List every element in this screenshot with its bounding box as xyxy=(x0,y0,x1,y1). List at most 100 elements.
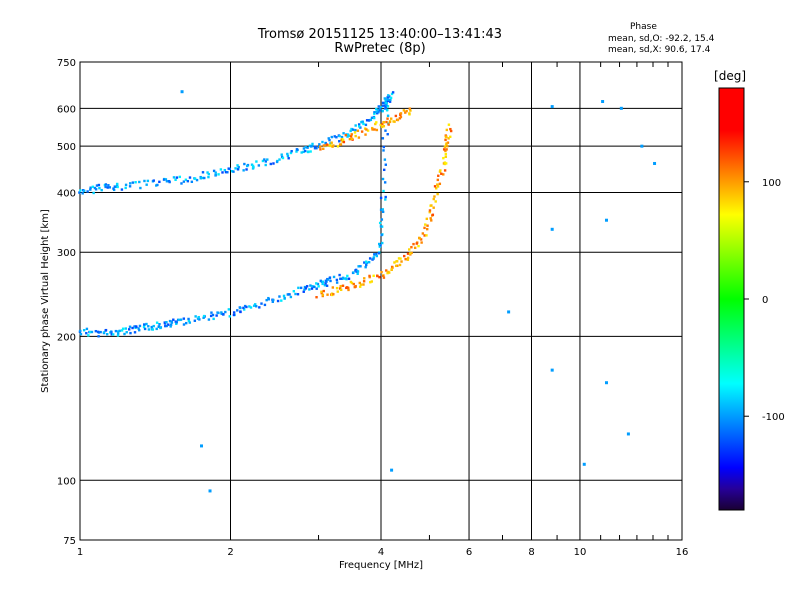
data-point xyxy=(186,179,190,183)
data-point xyxy=(236,164,239,167)
data-point xyxy=(212,317,215,321)
data-point xyxy=(112,187,115,190)
data-point xyxy=(388,100,392,103)
data-point xyxy=(165,180,169,183)
data-point xyxy=(325,284,329,287)
x-tick-label: 10 xyxy=(574,547,587,558)
data-point xyxy=(449,129,453,133)
data-point xyxy=(442,156,445,160)
data-point xyxy=(341,138,345,142)
data-point xyxy=(296,293,300,296)
data-point xyxy=(383,97,386,100)
data-point xyxy=(117,332,120,335)
data-point xyxy=(242,169,245,172)
data-point xyxy=(347,286,350,290)
data-point xyxy=(203,176,206,180)
data-point xyxy=(221,171,224,174)
data-point xyxy=(379,208,383,212)
data-point xyxy=(354,124,357,127)
data-point xyxy=(147,325,150,328)
data-point xyxy=(355,270,358,273)
data-point xyxy=(444,152,448,156)
data-point xyxy=(363,277,366,280)
data-point xyxy=(415,242,418,245)
data-point xyxy=(604,381,608,385)
data-point xyxy=(208,489,212,493)
data-point xyxy=(398,263,402,267)
data-point xyxy=(214,173,218,177)
data-point xyxy=(104,183,108,186)
data-point xyxy=(245,168,248,171)
data-point xyxy=(507,310,511,314)
data-point xyxy=(283,296,286,300)
data-point xyxy=(155,321,159,324)
phase-o-stats: mean, sd,O: -92.2, 15.4 xyxy=(608,34,715,44)
data-point xyxy=(187,319,191,323)
data-point xyxy=(381,110,384,113)
data-point xyxy=(410,251,413,255)
data-point xyxy=(340,135,344,139)
data-point xyxy=(79,333,83,336)
data-point xyxy=(339,288,343,292)
data-point xyxy=(385,101,388,105)
data-point xyxy=(269,162,272,166)
data-point xyxy=(202,316,205,320)
data-point xyxy=(81,192,84,195)
data-point xyxy=(145,322,148,326)
data-point xyxy=(118,329,121,333)
data-point xyxy=(386,117,389,120)
data-point xyxy=(104,185,107,189)
data-point xyxy=(420,241,423,244)
data-point xyxy=(145,183,148,186)
data-point xyxy=(349,129,352,133)
data-point xyxy=(252,166,255,169)
data-point xyxy=(428,210,431,214)
data-point xyxy=(356,129,360,132)
data-point xyxy=(234,167,237,170)
data-point xyxy=(116,334,120,337)
data-point xyxy=(413,246,417,250)
data-point xyxy=(172,318,175,321)
data-point xyxy=(120,329,124,332)
data-point xyxy=(342,132,345,135)
data-point xyxy=(375,121,378,124)
data-point xyxy=(341,140,344,143)
data-point xyxy=(254,303,257,306)
data-point xyxy=(406,258,410,261)
data-point xyxy=(370,280,374,283)
data-point xyxy=(363,261,366,264)
data-point xyxy=(380,233,383,237)
data-point xyxy=(232,311,236,314)
data-point xyxy=(339,143,343,146)
data-point xyxy=(390,92,394,96)
data-point xyxy=(286,152,289,156)
data-point xyxy=(384,195,387,199)
data-point xyxy=(294,292,297,296)
data-point xyxy=(385,269,388,272)
data-point xyxy=(386,105,390,108)
data-point xyxy=(378,109,381,112)
data-point xyxy=(433,195,436,198)
data-point xyxy=(412,242,415,246)
data-point xyxy=(226,171,229,174)
data-point xyxy=(332,275,336,279)
data-point xyxy=(446,141,450,144)
data-point xyxy=(303,288,306,291)
data-point xyxy=(251,164,255,168)
data-point xyxy=(431,213,435,216)
data-point xyxy=(180,182,183,185)
colorbar-tick-label: 0 xyxy=(762,295,768,306)
data-point xyxy=(232,313,236,317)
x-tick-label: 8 xyxy=(528,547,534,558)
x-tick-label: 16 xyxy=(676,547,689,558)
data-point xyxy=(399,112,403,115)
data-point xyxy=(82,189,86,193)
data-point xyxy=(410,246,413,249)
data-point xyxy=(107,184,110,187)
data-point xyxy=(89,186,92,189)
data-point xyxy=(371,126,374,130)
data-point xyxy=(339,277,342,280)
data-point xyxy=(619,106,623,110)
data-point xyxy=(162,178,166,181)
data-point xyxy=(430,204,433,207)
